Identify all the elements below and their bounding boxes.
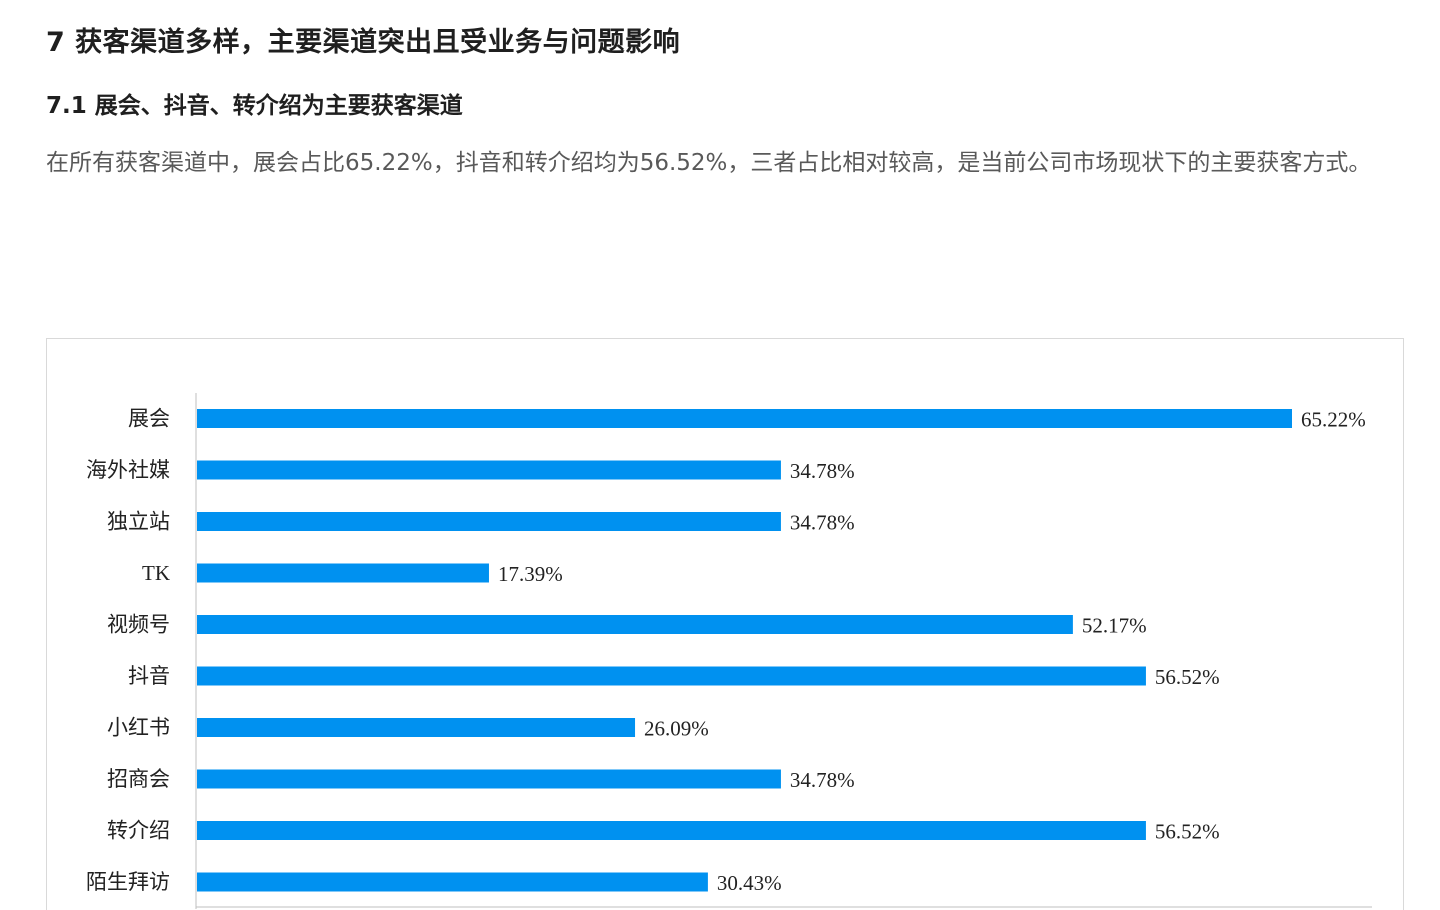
bar <box>197 512 781 531</box>
value-label: 52.17% <box>1082 614 1147 638</box>
bar <box>197 872 708 892</box>
bar <box>197 821 1146 840</box>
value-label: 34.78% <box>790 511 855 535</box>
value-label: 34.78% <box>790 459 855 483</box>
value-label: 56.52% <box>1155 665 1220 689</box>
bar <box>197 666 1146 686</box>
category-label: 展会 <box>128 407 170 431</box>
summary-paragraph: 在所有获客渠道中，展会占比65.22%，抖音和转介绍均为56.52%，三者占比相… <box>46 150 1372 176</box>
value-label: 56.52% <box>1155 820 1220 844</box>
bar <box>197 769 781 789</box>
category-label: 视频号 <box>107 613 170 637</box>
value-label: 65.22% <box>1301 408 1366 432</box>
value-label: 17.39% <box>498 562 563 586</box>
bar-chart: 展会 65.22% 海外社媒 34.78% 独立站 34.78% TK 17.39% 视频号 52… <box>86 393 1372 909</box>
bar <box>197 718 636 737</box>
category-label: 抖音 <box>128 664 170 688</box>
category-label: 陌生拜访 <box>86 870 170 894</box>
chart-card: 展会 65.22% 海外社媒 34.78% 独立站 34.78% TK 17.39% 视频号 52… <box>46 338 1404 910</box>
bar <box>197 409 1292 428</box>
section-heading: 7 获客渠道多样，主要渠道突出且受业务与问题影响 <box>46 27 681 58</box>
value-label: 30.43% <box>717 871 782 895</box>
bar <box>197 460 781 480</box>
value-label: 26.09% <box>644 717 709 741</box>
category-label: 小红书 <box>107 716 170 740</box>
category-label: 转介绍 <box>107 819 170 843</box>
category-label: 招商会 <box>107 767 170 791</box>
subsection-heading: 7.1 展会、抖音、转介绍为主要获客渠道 <box>46 93 463 119</box>
bar <box>197 563 489 583</box>
category-label: 海外社媒 <box>86 458 170 482</box>
bar <box>197 615 1073 634</box>
category-label: 独立站 <box>107 510 170 534</box>
value-label: 34.78% <box>790 768 855 792</box>
category-label: TK <box>142 561 170 585</box>
